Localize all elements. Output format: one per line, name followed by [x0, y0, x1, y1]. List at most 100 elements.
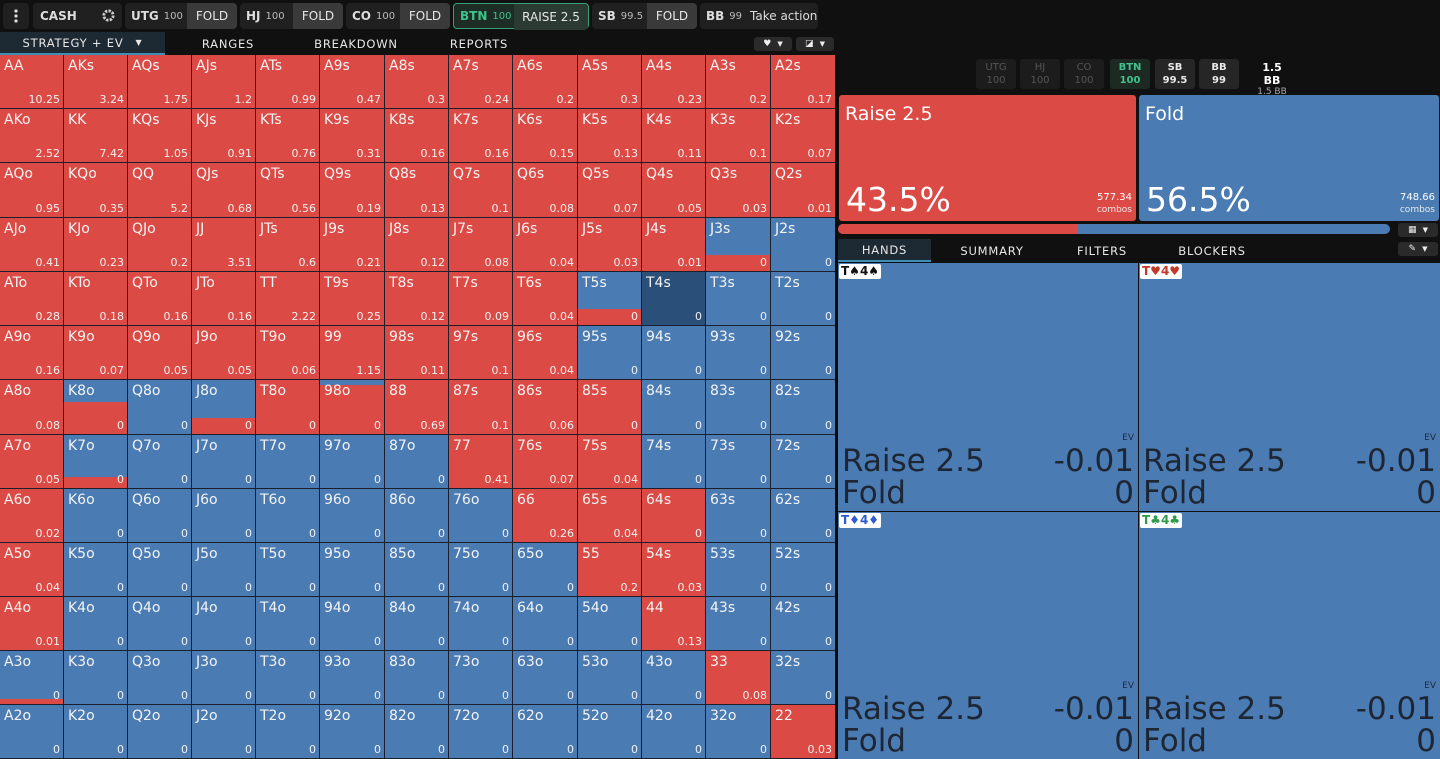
hand-cell-86s[interactable]: 86s 0.06	[513, 380, 578, 435]
hand-cell-J3o[interactable]: J3o 0	[192, 651, 256, 705]
seat-action-button[interactable]: FOLD	[400, 3, 450, 29]
hand-cell-Q2s[interactable]: Q2s 0.01	[771, 163, 836, 218]
hand-cell-84s[interactable]: 84s 0	[642, 380, 706, 435]
hand-cell-Q5s[interactable]: Q5s 0.07	[578, 163, 642, 218]
hand-cell-83s[interactable]: 83s 0	[706, 380, 771, 435]
seat-action-button[interactable]: FOLD	[647, 3, 697, 29]
pin-icon[interactable]: ✎ ▼	[1398, 242, 1438, 256]
hand-cell-KTo[interactable]: KTo 0.18	[64, 272, 128, 326]
hand-cell-65o[interactable]: 65o 0	[513, 543, 578, 597]
hand-cell-J9s[interactable]: J9s 0.21	[320, 218, 385, 272]
hand-cell-65s[interactable]: 65s 0.04	[578, 489, 642, 543]
hand-cell-94s[interactable]: 94s 0	[642, 326, 706, 380]
hand-cell-J8o[interactable]: J8o 0	[192, 380, 256, 435]
hand-cell-A4o[interactable]: A4o 0.01	[0, 597, 64, 651]
hand-cell-32o[interactable]: 32o 0	[706, 705, 771, 759]
hand-cell-85s[interactable]: 85s 0	[578, 380, 642, 435]
hand-cell-JTs[interactable]: JTs 0.6	[256, 218, 320, 272]
hand-cell-AKs[interactable]: AKs 3.24	[64, 55, 128, 109]
hand-cell-86o[interactable]: 86o 0	[385, 489, 449, 543]
hand-cell-J9o[interactable]: J9o 0.05	[192, 326, 256, 380]
grid-icon[interactable]: ▦ ▼	[1398, 223, 1438, 237]
hand-cell-QTo[interactable]: QTo 0.16	[128, 272, 192, 326]
hand-cell-T6s[interactable]: T6s 0.04	[513, 272, 578, 326]
hand-cell-75o[interactable]: 75o 0	[449, 543, 513, 597]
hand-cell-72o[interactable]: 72o 0	[449, 705, 513, 759]
hand-cell-75s[interactable]: 75s 0.04	[578, 435, 642, 489]
hand-cell-64o[interactable]: 64o 0	[513, 597, 578, 651]
hand-cell-92s[interactable]: 92s 0	[771, 326, 836, 380]
hand-cell-QJs[interactable]: QJs 0.68	[192, 163, 256, 218]
game-type-selector[interactable]: CASH	[33, 3, 122, 29]
hand-cell-32s[interactable]: 32s 0	[771, 651, 836, 705]
hand-cell-77[interactable]: 77 0.41	[449, 435, 513, 489]
combo-panel[interactable]: T♠4♠ EV Raise 2.5 -0.01 Fold 0	[838, 263, 1138, 511]
hand-cell-96s[interactable]: 96s 0.04	[513, 326, 578, 380]
hand-cell-TT[interactable]: TT 2.22	[256, 272, 320, 326]
hand-cell-AQs[interactable]: AQs 1.75	[128, 55, 192, 109]
hand-cell-J3s[interactable]: J3s 0	[706, 218, 771, 272]
hand-cell-K9o[interactable]: K9o 0.07	[64, 326, 128, 380]
hand-cell-K8o[interactable]: K8o 0	[64, 380, 128, 435]
gear-icon[interactable]	[101, 8, 116, 26]
hand-cell-K5o[interactable]: K5o 0	[64, 543, 128, 597]
hand-cell-T3o[interactable]: T3o 0	[256, 651, 320, 705]
hand-cell-JTo[interactable]: JTo 0.16	[192, 272, 256, 326]
hand-cell-J7o[interactable]: J7o 0	[192, 435, 256, 489]
hand-cell-62s[interactable]: 62s 0	[771, 489, 836, 543]
hand-cell-A5o[interactable]: A5o 0.04	[0, 543, 64, 597]
hand-cell-T2s[interactable]: T2s 0	[771, 272, 836, 326]
hand-cell-66[interactable]: 66 0.26	[513, 489, 578, 543]
hand-cell-T9o[interactable]: T9o 0.06	[256, 326, 320, 380]
seat-action-button[interactable]: FOLD	[293, 3, 343, 29]
hand-cell-55[interactable]: 55 0.2	[578, 543, 642, 597]
hand-cell-98s[interactable]: 98s 0.11	[385, 326, 449, 380]
tab-ranges[interactable]: RANGES	[175, 32, 281, 55]
hand-cell-T7o[interactable]: T7o 0	[256, 435, 320, 489]
hand-cell-Q9s[interactable]: Q9s 0.19	[320, 163, 385, 218]
hand-cell-KTs[interactable]: KTs 0.76	[256, 109, 320, 163]
contrast-icon[interactable]: ◪ ▼	[796, 37, 834, 51]
hand-cell-T6o[interactable]: T6o 0	[256, 489, 320, 543]
tab-summary[interactable]: SUMMARY	[943, 239, 1041, 262]
heart-icon[interactable]: ♥ ▼	[754, 37, 792, 51]
hand-cell-73o[interactable]: 73o 0	[449, 651, 513, 705]
hand-cell-KQs[interactable]: KQs 1.05	[128, 109, 192, 163]
hand-cell-Q6o[interactable]: Q6o 0	[128, 489, 192, 543]
hand-cell-98o[interactable]: 98o 0	[320, 380, 385, 435]
tab-hands[interactable]: HANDS	[838, 239, 931, 262]
hand-cell-T3s[interactable]: T3s 0	[706, 272, 771, 326]
hand-cell-K7o[interactable]: K7o 0	[64, 435, 128, 489]
hand-cell-44[interactable]: 44 0.13	[642, 597, 706, 651]
hand-cell-84o[interactable]: 84o 0	[385, 597, 449, 651]
hand-cell-43o[interactable]: 43o 0	[642, 651, 706, 705]
hand-cell-Q4o[interactable]: Q4o 0	[128, 597, 192, 651]
hand-cell-T5s[interactable]: T5s 0	[578, 272, 642, 326]
hand-cell-95s[interactable]: 95s 0	[578, 326, 642, 380]
hand-cell-K6s[interactable]: K6s 0.15	[513, 109, 578, 163]
hand-cell-63s[interactable]: 63s 0	[706, 489, 771, 543]
action-raise-card[interactable]: Raise 2.5 43.5% 577.34 combos	[839, 95, 1136, 221]
hand-cell-33[interactable]: 33 0.08	[706, 651, 771, 705]
hand-cell-93s[interactable]: 93s 0	[706, 326, 771, 380]
hand-cell-73s[interactable]: 73s 0	[706, 435, 771, 489]
hand-cell-J7s[interactable]: J7s 0.08	[449, 218, 513, 272]
hand-cell-KJs[interactable]: KJs 0.91	[192, 109, 256, 163]
hand-cell-KK[interactable]: KK 7.42	[64, 109, 128, 163]
hand-cell-K3s[interactable]: K3s 0.1	[706, 109, 771, 163]
hand-cell-K3o[interactable]: K3o 0	[64, 651, 128, 705]
tab-filters[interactable]: FILTERS	[1060, 239, 1144, 262]
hand-cell-T5o[interactable]: T5o 0	[256, 543, 320, 597]
hand-cell-K8s[interactable]: K8s 0.16	[385, 109, 449, 163]
hand-cell-T4o[interactable]: T4o 0	[256, 597, 320, 651]
hand-cell-J4s[interactable]: J4s 0.01	[642, 218, 706, 272]
hand-cell-22[interactable]: 22 0.03	[771, 705, 836, 759]
hand-cell-Q7o[interactable]: Q7o 0	[128, 435, 192, 489]
hand-cell-T4s[interactable]: T4s 0	[642, 272, 706, 326]
hand-cell-JJ[interactable]: JJ 3.51	[192, 218, 256, 272]
hand-cell-J2s[interactable]: J2s 0	[771, 218, 836, 272]
hand-cell-K4s[interactable]: K4s 0.11	[642, 109, 706, 163]
action-fold-card[interactable]: Fold 56.5% 748.66 combos	[1139, 95, 1439, 221]
hand-cell-42s[interactable]: 42s 0	[771, 597, 836, 651]
hand-cell-QQ[interactable]: QQ 5.2	[128, 163, 192, 218]
